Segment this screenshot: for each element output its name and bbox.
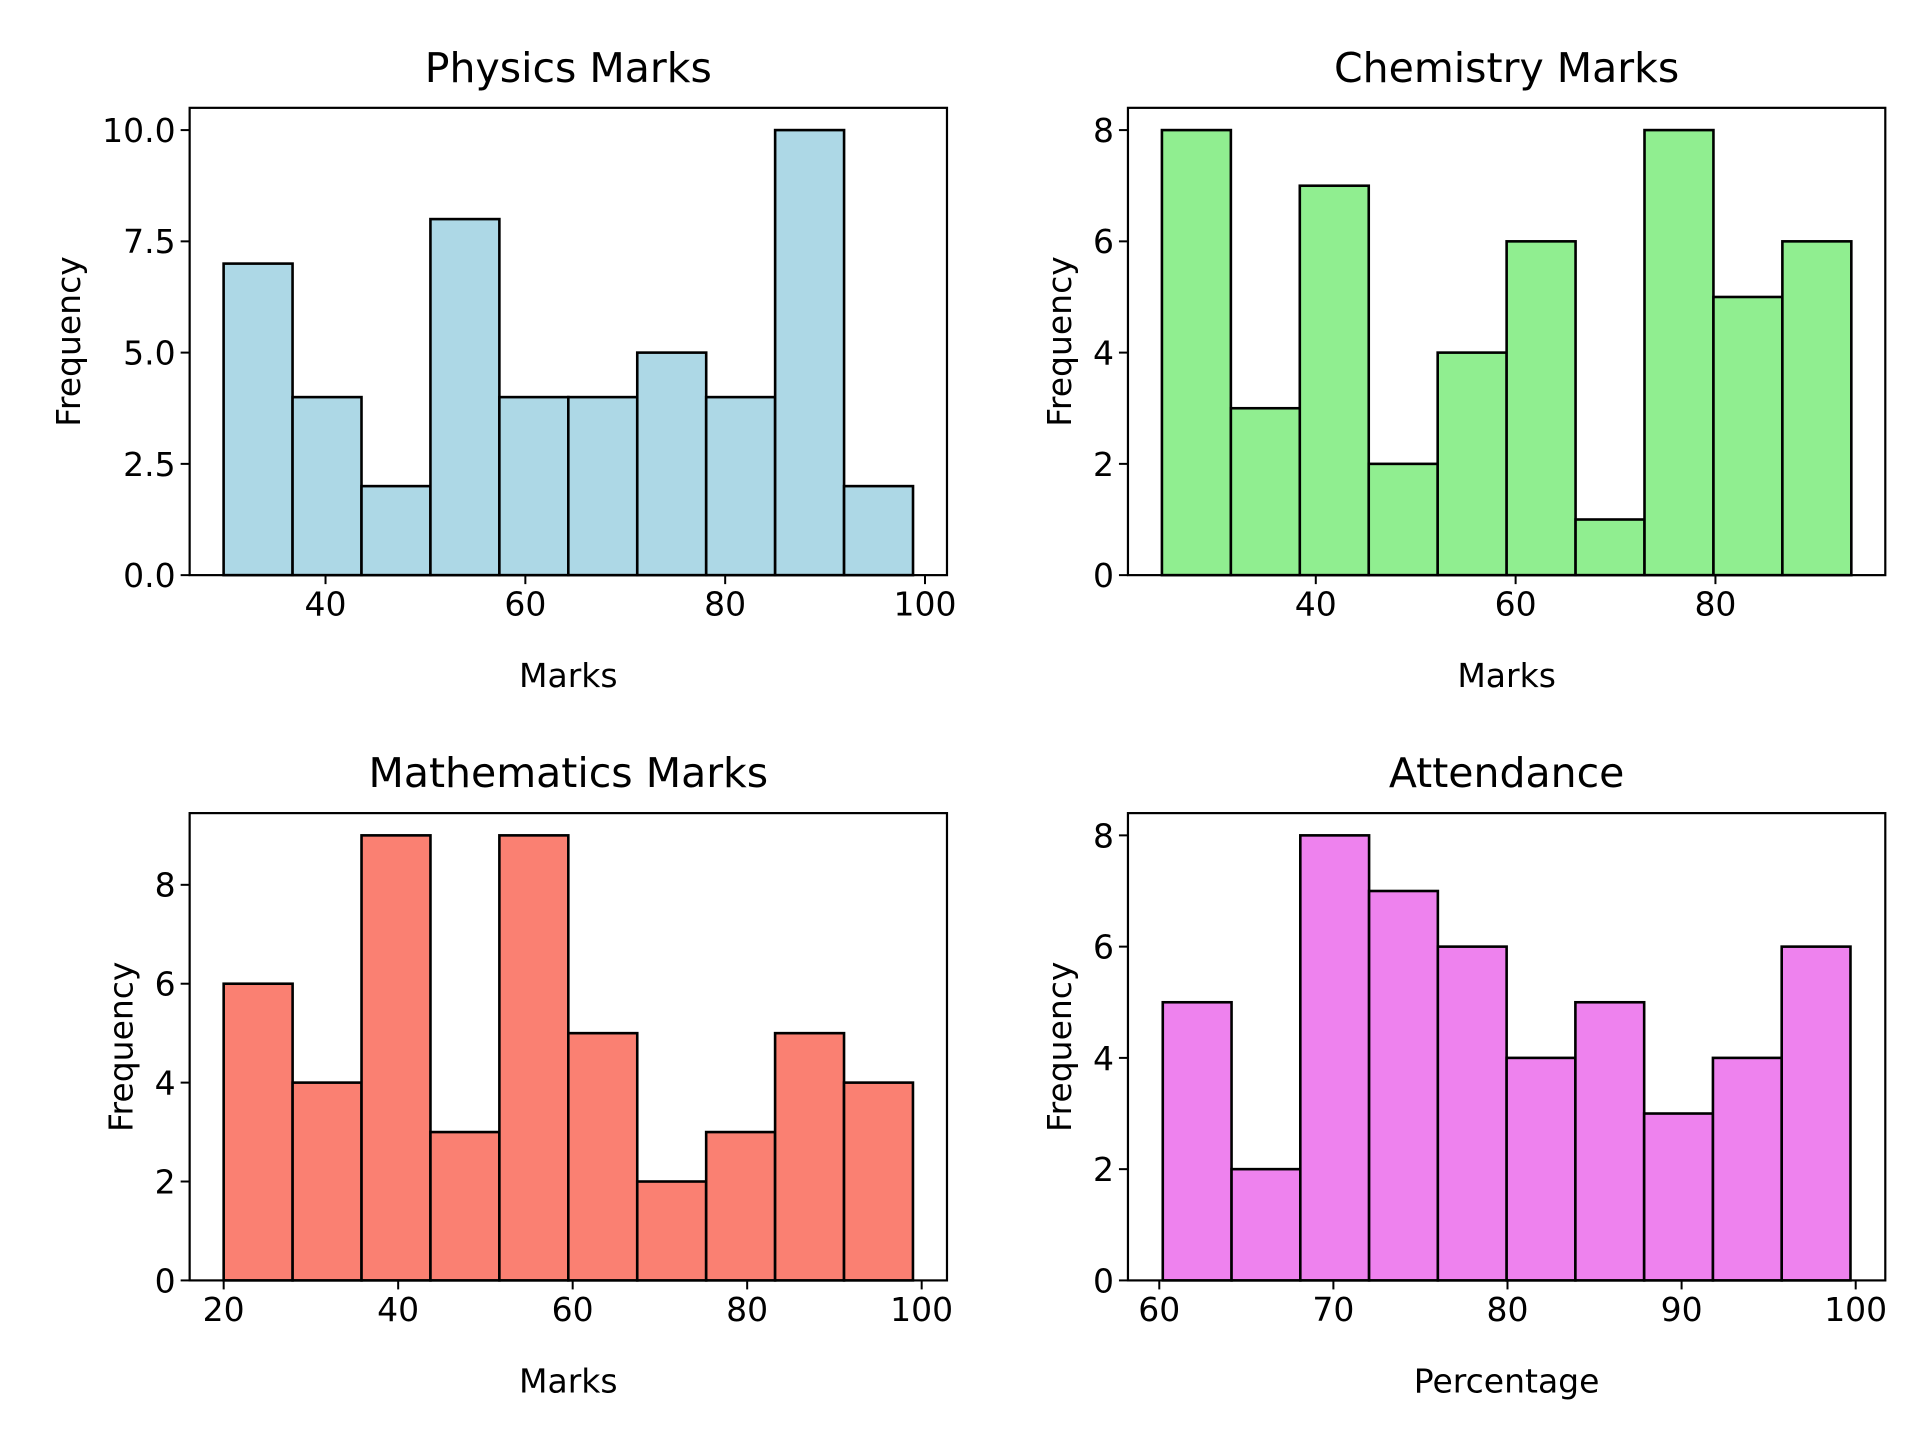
- physics-x-tick-label-40: 40: [305, 585, 347, 624]
- mathematics-x-tick-label-100: 100: [890, 1290, 953, 1329]
- mathematics-y-tick-label-3: 6: [155, 965, 176, 1004]
- mathematics-bar-7: [635, 1180, 708, 1282]
- physics-y-tick-label-4: 10.0: [102, 111, 175, 150]
- attendance-bar-3: [1299, 834, 1371, 1282]
- mathematics-panel: Mathematics Marks Marks Frequency 20 40 60…: [102, 749, 954, 1400]
- chemistry-bar-6: [1505, 240, 1577, 577]
- chemistry-bar-8: [1643, 128, 1715, 577]
- mathematics-x-tick-label-60: 60: [552, 1290, 594, 1329]
- physics-bar-2: [291, 395, 363, 577]
- physics-bar-9: [773, 128, 846, 577]
- attendance-y-tick-label-2: 4: [1093, 1039, 1114, 1078]
- mathematics-x-tick-label-80: 80: [726, 1290, 768, 1329]
- physics-bar-10: [842, 484, 915, 577]
- attendance-bar-6: [1505, 1056, 1577, 1282]
- attendance-bar-1: [1161, 1000, 1233, 1282]
- mathematics-bar-5: [498, 834, 570, 1282]
- mathematics-y-tick-label-1: 2: [155, 1162, 176, 1201]
- physics-xlabel: Marks: [519, 656, 618, 695]
- mathematics-axes-frame: [188, 812, 949, 1282]
- attendance-bar-7: [1574, 1000, 1646, 1282]
- physics-x-tick-label-100: 100: [894, 585, 957, 624]
- chemistry-ylabel: Frequency: [1040, 256, 1079, 426]
- mathematics-bar-4: [429, 1130, 501, 1282]
- physics-y-tick-label-0: 0.0: [123, 556, 175, 595]
- physics-bar-5: [498, 395, 570, 577]
- attendance-x-tick-label-80: 80: [1486, 1290, 1528, 1329]
- mathematics-bar-8: [704, 1130, 777, 1282]
- chemistry-bar-3: [1298, 184, 1371, 577]
- mathematics-bar-2: [291, 1081, 363, 1282]
- mathematics-bar-1: [222, 982, 294, 1282]
- chemistry-bar-9: [1712, 295, 1784, 577]
- chemistry-panel: Chemistry Marks Marks Frequency 40 60 80 0 2…: [1040, 44, 1887, 695]
- attendance-x-tick-label-70: 70: [1312, 1290, 1354, 1329]
- mathematics-bar-3: [360, 834, 432, 1282]
- chemistry-bar-10: [1781, 240, 1853, 577]
- chemistry-y-tick-label-2: 4: [1093, 333, 1114, 372]
- physics-bar-3: [360, 484, 432, 577]
- physics-bar-7: [635, 351, 708, 577]
- attendance-y-tick-label-3: 6: [1093, 928, 1114, 967]
- physics-y-tick-label-3: 7.5: [123, 222, 175, 261]
- physics-x-tick-label-60: 60: [504, 585, 546, 624]
- mathematics-bar-6: [567, 1031, 639, 1282]
- mathematics-xlabel: Marks: [519, 1361, 618, 1400]
- mathematics-y-tick-label-2: 4: [155, 1063, 176, 1102]
- chemistry-x-tick-label-40: 40: [1295, 585, 1337, 624]
- mathematics-ylabel: Frequency: [102, 962, 141, 1132]
- attendance-y-tick-label-0: 0: [1093, 1261, 1114, 1300]
- physics-y-tick-label-2: 5.0: [123, 333, 175, 372]
- chemistry-y-tick-label-0: 0: [1093, 556, 1114, 595]
- physics-bar-8: [704, 395, 777, 577]
- attendance-y-tick-label-4: 8: [1093, 816, 1114, 855]
- mathematics-y-tick-label-0: 0: [155, 1261, 176, 1300]
- attendance-x-tick-label-60: 60: [1138, 1290, 1180, 1329]
- chemistry-xlabel: Marks: [1457, 656, 1556, 695]
- chemistry-y-tick-label-3: 6: [1093, 222, 1114, 261]
- physics-bar-6: [567, 395, 639, 577]
- physics-bar-4: [429, 217, 501, 577]
- chemistry-y-tick-label-4: 8: [1093, 111, 1114, 150]
- attendance-bar-8: [1642, 1112, 1715, 1282]
- chemistry-x-tick-label-80: 80: [1694, 585, 1736, 624]
- attendance-ylabel: Frequency: [1040, 962, 1079, 1132]
- mathematics-y-tick-label-4: 8: [155, 866, 176, 905]
- chemistry-bar-4: [1367, 462, 1439, 577]
- chemistry-axes-frame: [1126, 106, 1887, 577]
- mathematics-bar-10: [842, 1081, 915, 1282]
- attendance-bar-5: [1436, 945, 1508, 1282]
- physics-panel: Physics Marks Marks Frequency 40 60 80 100 0…: [49, 44, 956, 695]
- attendance-xlabel: Percentage: [1414, 1361, 1600, 1400]
- attendance-title: Attendance: [1389, 749, 1625, 797]
- attendance-x-tick-label-90: 90: [1661, 1290, 1703, 1329]
- mathematics-x-tick-label-20: 20: [203, 1290, 245, 1329]
- chemistry-bar-1: [1160, 128, 1233, 577]
- physics-x-tick-label-80: 80: [704, 585, 746, 624]
- attendance-panel: Attendance Percentage Frequency 60 70 80 90…: [1040, 749, 1887, 1400]
- attendance-y-tick-label-1: 2: [1093, 1150, 1114, 1189]
- chemistry-y-tick-label-1: 2: [1093, 445, 1114, 484]
- attendance-bar-4: [1367, 889, 1440, 1282]
- mathematics-bar-9: [773, 1031, 846, 1282]
- attendance-bar-2: [1230, 1167, 1302, 1282]
- chemistry-x-tick-label-60: 60: [1495, 585, 1537, 624]
- attendance-x-tick-label-100: 100: [1824, 1290, 1887, 1329]
- chemistry-bar-7: [1574, 518, 1646, 577]
- physics-ylabel: Frequency: [49, 256, 88, 426]
- chemistry-title: Chemistry Marks: [1334, 44, 1679, 92]
- attendance-bar-9: [1711, 1056, 1784, 1282]
- physics-bar-1: [222, 262, 294, 577]
- physics-y-tick-label-1: 2.5: [123, 445, 175, 484]
- chemistry-bar-2: [1229, 406, 1302, 577]
- physics-title: Physics Marks: [425, 44, 712, 92]
- mathematics-title: Mathematics Marks: [368, 749, 768, 797]
- physics-axes-frame: [188, 106, 949, 577]
- attendance-bar-10: [1780, 945, 1852, 1282]
- mathematics-x-tick-label-40: 40: [377, 1290, 419, 1329]
- chemistry-bar-5: [1436, 351, 1508, 577]
